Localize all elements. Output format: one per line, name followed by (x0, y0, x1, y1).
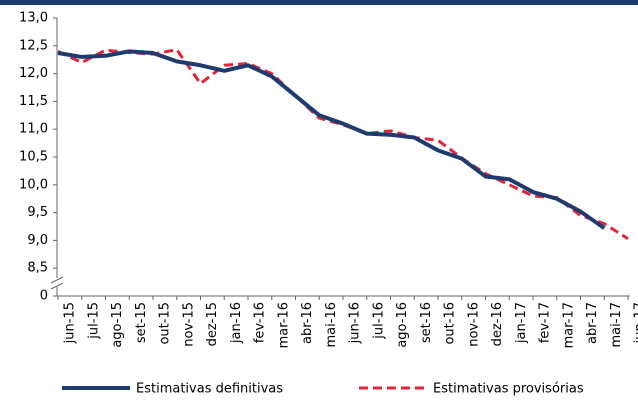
x-tick-label: mar-16 (276, 302, 291, 348)
x-tick-label: mai-17 (609, 302, 624, 347)
y-tick-label: 11,5 (19, 94, 48, 109)
axis-break (50, 276, 64, 284)
x-tick-label: dez-16 (490, 302, 505, 346)
legend-label: Estimativas definitivas (136, 382, 283, 397)
x-tick-label: jul-16 (371, 302, 386, 340)
y-tick-label: 9,0 (27, 233, 48, 248)
x-tick-label: nov-15 (181, 302, 196, 347)
x-tick-label: ago-16 (395, 302, 410, 348)
series-line (57, 48, 629, 240)
x-tick-label: mai-16 (324, 302, 339, 347)
x-tick-label: jun-15 (63, 302, 78, 344)
x-tick-label: out-16 (443, 302, 458, 345)
axis-break-gap (52, 278, 62, 287)
x-tick-label: fev-16 (253, 302, 268, 343)
top-bar (0, 0, 638, 5)
x-tick-label: fev-17 (538, 302, 553, 343)
y-tick-label: 0 (40, 289, 48, 304)
y-tick-label: 10,0 (19, 177, 48, 192)
x-tick-label: jan-16 (229, 302, 244, 344)
y-tick-label: 8,5 (27, 261, 48, 276)
y-tick-label: 12,5 (19, 38, 48, 53)
x-tick-label: jun-17 (633, 302, 638, 344)
x-tick-label: jul-15 (86, 302, 101, 340)
x-tick-label: dez-15 (205, 302, 220, 346)
x-tick-label: abr-16 (300, 302, 315, 344)
x-tick-label: mar-17 (561, 302, 576, 348)
y-tick-label: 10,5 (19, 150, 48, 165)
x-tick-label: jun-16 (348, 302, 363, 344)
y-tick-label: 9,5 (27, 205, 48, 220)
x-tick-label: nov-16 (466, 302, 481, 347)
x-tick-label: set-16 (419, 302, 434, 343)
y-tick-label: 12,0 (19, 66, 48, 81)
x-tick-label: set-15 (134, 302, 149, 343)
y-tick-label: 13,0 (19, 11, 48, 26)
x-tick-label: ago-15 (110, 302, 125, 348)
y-tick-label: 11,0 (19, 122, 48, 137)
legend-label: Estimativas provisórias (433, 382, 584, 397)
series-line (57, 49, 606, 230)
axis-break (50, 282, 64, 290)
x-tick-label: out-15 (158, 302, 173, 345)
x-tick-label: abr-17 (585, 302, 600, 344)
x-tick-label: jan-17 (514, 302, 529, 344)
